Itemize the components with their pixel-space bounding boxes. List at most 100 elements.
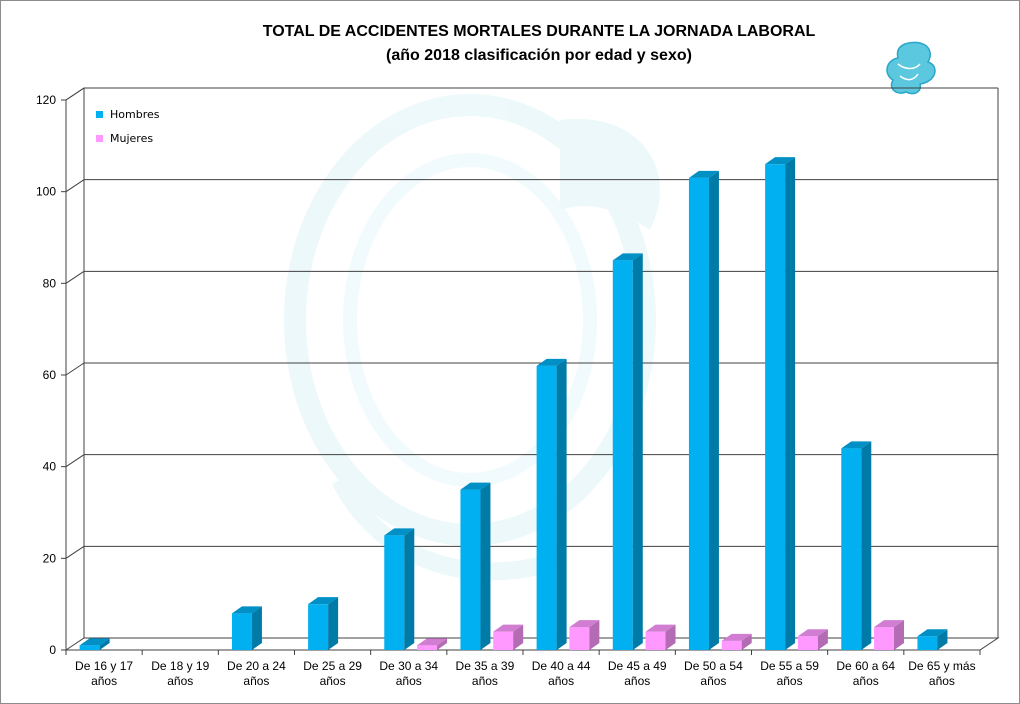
- bar-hombres: [765, 157, 796, 650]
- x-tick-label: De 18 y 19: [151, 659, 209, 673]
- y-tick-label: 60: [43, 368, 57, 382]
- bar-front: [417, 645, 438, 650]
- x-tick-label: De 25 a 29: [303, 659, 362, 673]
- bar-top: [384, 528, 415, 536]
- bar-hombres: [384, 528, 415, 650]
- x-tick-label: años: [243, 674, 269, 688]
- bar-side: [665, 624, 676, 650]
- bar-top: [493, 624, 524, 632]
- x-tick-label: años: [91, 674, 117, 688]
- bar-top: [721, 633, 752, 641]
- x-tick-label: De 40 a 44: [532, 659, 591, 673]
- bar-top: [417, 638, 448, 646]
- x-tick-label: De 30 a 34: [379, 659, 438, 673]
- bar-front: [841, 448, 862, 650]
- bar-hombres: [308, 597, 339, 650]
- bar-side: [404, 528, 415, 650]
- bar-mujeres: [569, 620, 600, 650]
- bar-front: [797, 636, 818, 650]
- bar-top: [536, 358, 567, 366]
- bar-side: [251, 606, 262, 650]
- x-tick-label: De 16 y 17: [75, 659, 133, 673]
- chart-subtitle: (año 2018 clasificación por edad y sexo): [386, 47, 692, 64]
- bar-front: [612, 260, 633, 650]
- y-tick-label: 20: [43, 551, 57, 565]
- x-tick-label: De 60 a 64: [836, 659, 895, 673]
- x-tick-label: De 20 a 24: [227, 659, 286, 673]
- bar-hombres: [612, 253, 643, 650]
- bar-mujeres: [417, 638, 448, 650]
- bar-top: [460, 482, 491, 490]
- gridline-side: [65, 362, 85, 376]
- bar-mujeres: [797, 629, 828, 650]
- chart-title: TOTAL DE ACCIDENTES MORTALES DURANTE LA …: [262, 23, 816, 40]
- y-tick-label: 100: [36, 185, 56, 199]
- bar-side: [328, 597, 339, 650]
- bar-front: [874, 627, 895, 650]
- x-tick-label: años: [853, 674, 879, 688]
- bar-top: [231, 606, 262, 614]
- bar-mujeres: [721, 633, 752, 650]
- bar-hombres: [917, 629, 948, 650]
- bar-side: [556, 358, 567, 650]
- bar-top: [797, 629, 828, 637]
- bar-front: [460, 489, 481, 650]
- bar-side: [437, 638, 448, 650]
- gridline-side: [65, 270, 85, 284]
- bar-side: [589, 620, 600, 650]
- gridline-side: [65, 179, 85, 193]
- bar-front: [917, 636, 938, 650]
- bar-side: [513, 624, 524, 650]
- logo-emblem-icon: [886, 41, 936, 95]
- bar-front: [645, 631, 666, 650]
- bar-top: [688, 170, 719, 178]
- bar-front: [493, 631, 514, 650]
- bar-top: [765, 157, 796, 165]
- bar-side: [861, 441, 872, 650]
- legend-swatch-hombres: [96, 111, 103, 118]
- bar-side: [99, 638, 110, 650]
- x-tick-label: De 65 y más: [908, 659, 975, 673]
- bar-top: [569, 620, 600, 628]
- bar-front: [231, 613, 252, 650]
- x-tick-label: años: [624, 674, 650, 688]
- bar-hombres: [536, 358, 567, 650]
- bar-front: [765, 164, 786, 650]
- x-tick-label: De 45 a 49: [608, 659, 667, 673]
- y-tick-label: 40: [43, 460, 57, 474]
- x-tick-label: años: [929, 674, 955, 688]
- bar-top: [645, 624, 676, 632]
- x-tick-label: De 35 a 39: [456, 659, 515, 673]
- bar-mujeres: [493, 624, 524, 650]
- bar-hombres: [688, 170, 719, 650]
- gridline-side: [65, 87, 85, 101]
- legend-swatch-mujeres: [96, 135, 103, 142]
- bar-hombres: [460, 482, 491, 650]
- bar-side: [480, 482, 491, 650]
- bar-top: [874, 620, 905, 628]
- bar-top: [612, 253, 643, 261]
- y-tick-label: 0: [49, 643, 56, 657]
- bar-top: [841, 441, 872, 449]
- bar-front: [536, 365, 557, 650]
- bar-front: [308, 604, 329, 650]
- x-tick-label: De 55 a 59: [760, 659, 819, 673]
- bar-front: [79, 645, 100, 650]
- bar-front: [721, 640, 742, 650]
- x-tick-label: años: [396, 674, 422, 688]
- gridline-side: [65, 545, 85, 559]
- bar-front: [384, 535, 405, 650]
- bar-top: [79, 638, 110, 646]
- x-tick-label: años: [320, 674, 346, 688]
- bar-side: [937, 629, 948, 650]
- bar-hombres: [79, 638, 110, 650]
- bar-hombres: [841, 441, 872, 650]
- x-tick-label: De 50 a 54: [684, 659, 743, 673]
- legend-label-mujeres: Mujeres: [110, 132, 153, 145]
- bar-side: [741, 633, 752, 650]
- bar-mujeres: [874, 620, 905, 650]
- bar-side: [817, 629, 828, 650]
- bar-front: [688, 177, 709, 650]
- gridline-side: [65, 454, 85, 468]
